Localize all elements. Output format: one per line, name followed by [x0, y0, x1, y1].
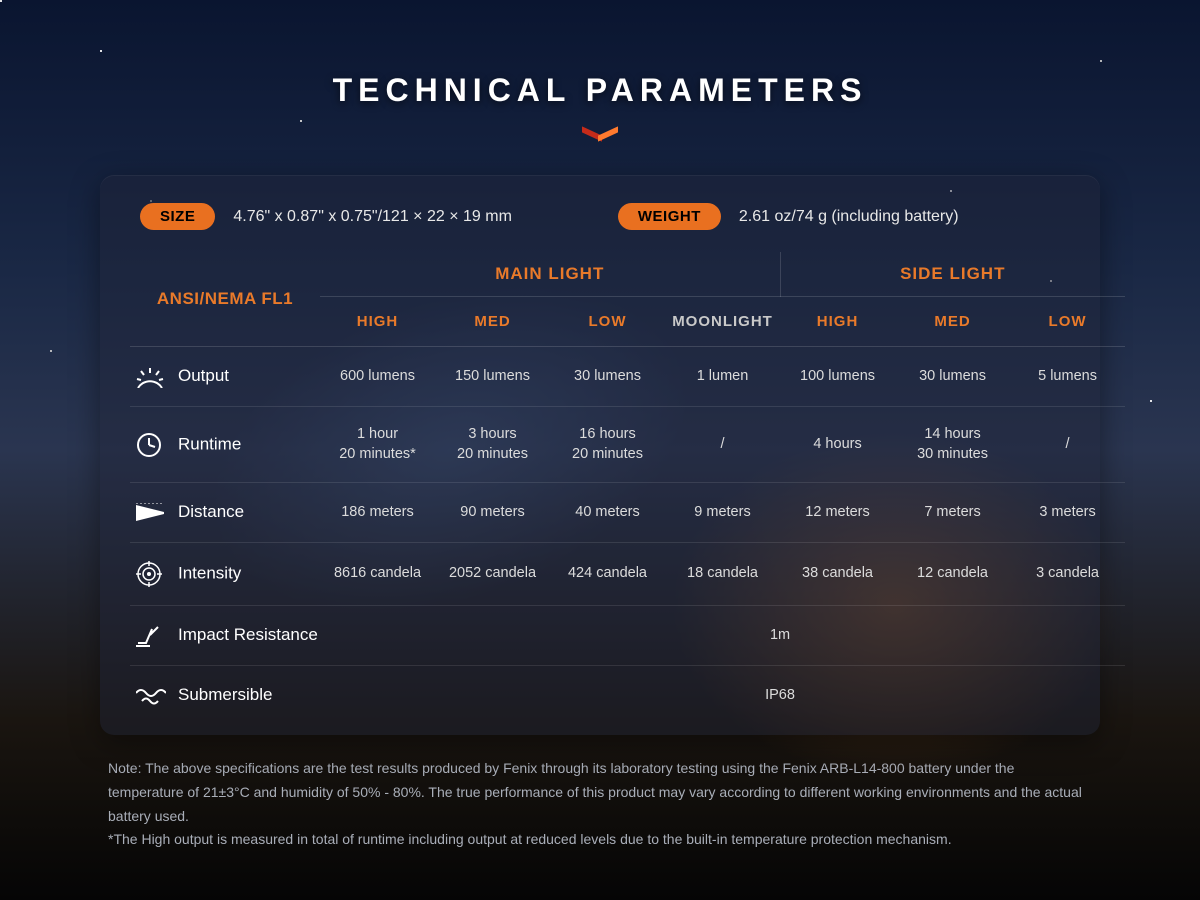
crosshair-icon [136, 561, 168, 587]
cell: 100 lumens [780, 347, 895, 407]
spec-panel: SIZE 4.76" x 0.87" x 0.75"/121 × 22 × 19… [100, 175, 1100, 735]
water-icon [136, 684, 168, 707]
size-value: 4.76" x 0.87" x 0.75"/121 × 22 × 19 mm [233, 208, 512, 226]
row-impact: Impact Resistance 1m [130, 606, 1125, 666]
page-title: TECHNICAL PARAMETERS [0, 0, 1200, 109]
label-impact: Impact Resistance [130, 606, 435, 666]
cell: 2052 candela [435, 543, 550, 606]
col-main-med: MED [435, 297, 550, 347]
cell: 14 hours30 minutes [895, 406, 1010, 482]
cell: 424 candela [550, 543, 665, 606]
col-main-low: LOW [550, 297, 665, 347]
label-runtime: Runtime [130, 406, 320, 482]
cell: 16 hours20 minutes [550, 406, 665, 482]
col-side-high: HIGH [780, 297, 895, 347]
group-main-light: MAIN LIGHT [320, 252, 780, 297]
row-distance: Distance 186 meters 90 meters 40 meters … [130, 483, 1125, 543]
col-main-moonlight: MOONLIGHT [665, 297, 780, 347]
cell: 90 meters [435, 483, 550, 543]
cell: 18 candela [665, 543, 780, 606]
cell: 7 meters [895, 483, 1010, 543]
label-submersible: Submersible [130, 666, 435, 725]
submersible-value: IP68 [435, 666, 1125, 725]
label-intensity: Intensity [130, 543, 320, 606]
impact-value: 1m [435, 606, 1125, 666]
cell: 4 hours [780, 406, 895, 482]
group-header-row: ANSI/NEMA FL1 MAIN LIGHT SIDE LIGHT [130, 252, 1125, 297]
cell: / [665, 406, 780, 482]
cell: 12 candela [895, 543, 1010, 606]
cell: 38 candela [780, 543, 895, 606]
cell: 3 meters [1010, 483, 1125, 543]
size-weight-row: SIZE 4.76" x 0.87" x 0.75"/121 × 22 × 19… [130, 197, 1070, 252]
beam-icon [136, 501, 168, 524]
col-side-med: MED [895, 297, 1010, 347]
label-distance: Distance [130, 483, 320, 543]
cell: 1 lumen [665, 347, 780, 407]
cell: 40 meters [550, 483, 665, 543]
row-runtime: Runtime 1 hour20 minutes* 3 hours20 minu… [130, 406, 1125, 482]
cell: 9 meters [665, 483, 780, 543]
row-output: Output 600 lumens 150 lumens 30 lumens 1… [130, 347, 1125, 407]
clock-icon [136, 432, 168, 458]
impact-icon [136, 624, 168, 647]
label-output: Output [130, 347, 320, 407]
cell: 5 lumens [1010, 347, 1125, 407]
cell: 1 hour20 minutes* [320, 406, 435, 482]
col-side-low: LOW [1010, 297, 1125, 347]
group-side-light: SIDE LIGHT [780, 252, 1125, 297]
cell: 3 hours20 minutes [435, 406, 550, 482]
size-badge: SIZE [140, 203, 215, 230]
standard-label: ANSI/NEMA FL1 [130, 252, 320, 347]
chevron-down-icon [582, 127, 618, 147]
weight-value: 2.61 oz/74 g (including battery) [739, 208, 959, 226]
cell: 600 lumens [320, 347, 435, 407]
cell: 3 candela [1010, 543, 1125, 606]
cell: 8616 candela [320, 543, 435, 606]
cell: 12 meters [780, 483, 895, 543]
note-line: *The High output is measured in total of… [108, 828, 1092, 852]
note-line: Note: The above specifications are the t… [108, 757, 1092, 828]
cell: / [1010, 406, 1125, 482]
cell: 150 lumens [435, 347, 550, 407]
spec-table: ANSI/NEMA FL1 MAIN LIGHT SIDE LIGHT HIGH… [130, 252, 1125, 725]
cell: 30 lumens [895, 347, 1010, 407]
footnote: Note: The above specifications are the t… [100, 757, 1100, 852]
weight-badge: WEIGHT [618, 203, 721, 230]
col-main-high: HIGH [320, 297, 435, 347]
cell: 30 lumens [550, 347, 665, 407]
row-submersible: Submersible IP68 [130, 666, 1125, 725]
sun-icon [136, 365, 168, 388]
row-intensity: Intensity 8616 candela 2052 candela 424 … [130, 543, 1125, 606]
cell: 186 meters [320, 483, 435, 543]
